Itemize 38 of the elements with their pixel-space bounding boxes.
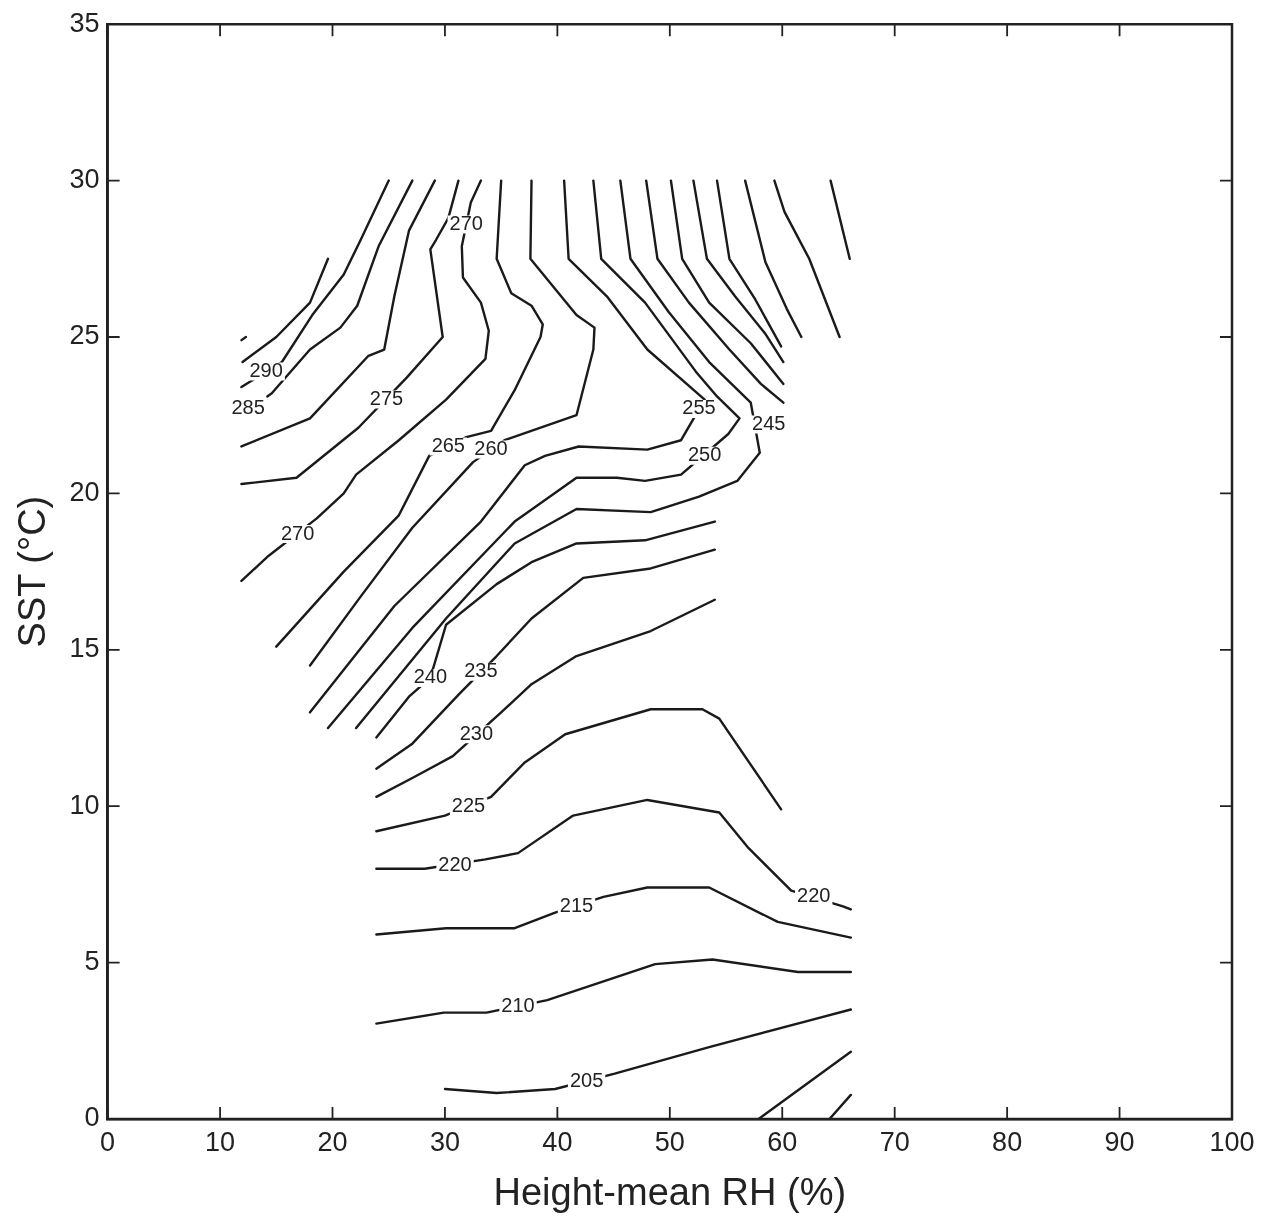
x-tick-label: 70: [879, 1126, 910, 1157]
x-tick-label: 20: [317, 1126, 348, 1157]
x-tick-label: 100: [1209, 1126, 1255, 1157]
x-axis-title: Height-mean RH (%): [493, 1170, 847, 1213]
annotation: 205: [569, 1068, 604, 1091]
x-tick-label: 50: [654, 1126, 685, 1157]
y-tick-label: 10: [69, 789, 100, 820]
annotation: 265: [431, 434, 465, 456]
annotation: 275: [369, 387, 404, 410]
y-tick-label: 35: [69, 7, 100, 38]
annotation: 260: [474, 437, 508, 460]
y-tick-label: 0: [84, 1102, 100, 1133]
x-tick-label: 60: [767, 1126, 798, 1157]
y-tick-label: 20: [69, 476, 100, 507]
x-tick-label: 40: [542, 1126, 573, 1157]
annotation: 255: [682, 396, 716, 419]
annotation: 220: [797, 884, 831, 907]
annotation: 245: [752, 412, 786, 435]
annotation: 210: [501, 993, 535, 1016]
annotation: 270: [449, 211, 483, 234]
annotation: 230: [459, 721, 494, 744]
annotation: 285: [231, 396, 265, 419]
x-tick-label: 10: [205, 1126, 236, 1157]
x-tick-label: 30: [429, 1126, 460, 1157]
annotation: 290: [249, 358, 283, 381]
annotation: 215: [559, 893, 594, 916]
annotation: 270: [280, 521, 315, 544]
annotation: 220: [438, 853, 472, 876]
x-tick-label: 80: [992, 1126, 1023, 1157]
y-tick-label: 25: [69, 320, 100, 351]
annotation: 225: [451, 793, 486, 816]
y-tick-label: 30: [69, 164, 100, 195]
y-tick-label: 5: [84, 946, 100, 977]
annotation: 235: [464, 659, 498, 682]
x-tick-label: 90: [1104, 1126, 1135, 1157]
annotation: 250: [687, 443, 722, 466]
y-tick-label: 15: [69, 633, 100, 664]
y-axis-title: SST (°C): [11, 495, 54, 648]
